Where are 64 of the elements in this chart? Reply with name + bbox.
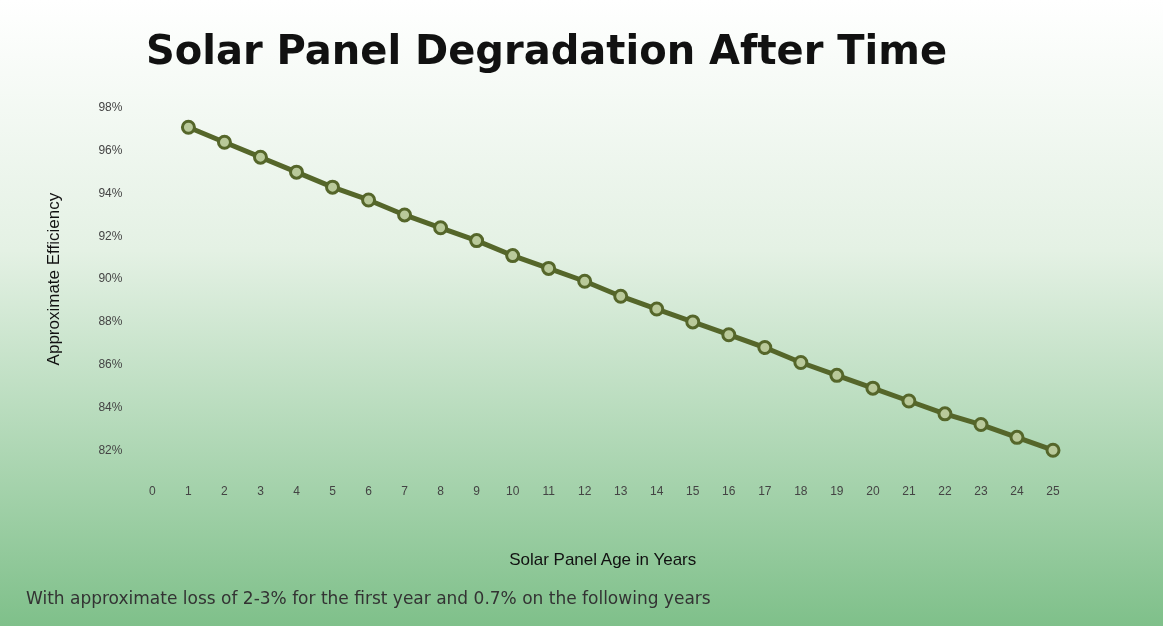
y-tick-label: 86% [98,356,123,371]
point [685,314,701,330]
y-tick-label: 90% [98,271,123,286]
point [216,134,232,150]
y-tick-label: 92% [98,228,123,243]
chart-title: Solar Panel Degradation After Time [145,27,948,74]
y-tick-label: 88% [98,314,123,329]
x-tick-label: 6 [365,483,373,498]
point [325,179,341,195]
x-tick-label: 15 [686,483,700,498]
x-tick-label: 2 [221,483,229,498]
x-tick-label: 5 [329,483,337,498]
point [397,207,413,223]
x-axis-title: Solar Panel Age in Years [509,550,697,570]
x-tick-label: 24 [1010,483,1024,498]
x-tick-label: 17 [758,483,772,498]
y-tick-label: 84% [98,399,123,414]
y-axis-title: Approximate Efficiency [43,192,63,366]
point [577,273,593,289]
x-tick-label: 11 [542,483,556,498]
x-tick-label: 25 [1046,483,1060,498]
point [937,406,953,422]
y-tick-label: 96% [98,143,123,158]
x-tick-label: 10 [505,483,520,498]
x-tick-label: 1 [185,483,193,498]
point [865,380,881,396]
point [973,417,989,433]
x-tick-label: 14 [650,483,664,498]
x-tick-label: 12 [578,483,592,498]
point [541,260,557,276]
point [829,367,845,383]
x-tick-label: 13 [614,483,628,498]
point [1009,429,1025,445]
y-tick-label: 82% [98,442,123,457]
y-tick-label: 94% [98,185,123,200]
x-tick-label: 3 [257,483,265,498]
point [721,327,737,343]
y-tick-label: 98% [98,100,123,115]
x-tick-label: 21 [902,483,916,498]
point [433,220,449,236]
point [505,248,521,264]
x-tick-label: 20 [866,483,880,498]
point [901,393,917,409]
x-tick-label: 7 [401,483,409,498]
point [180,119,196,135]
x-tick-label: 19 [830,483,844,498]
point [252,149,268,165]
point [613,288,629,304]
point [289,164,305,180]
x-tick-label: 23 [974,483,988,498]
x-tick-label: 0 [149,483,157,498]
x-tick-label: 18 [794,483,808,498]
point [469,233,485,249]
x-tick-label: 9 [473,483,481,498]
point [757,340,773,356]
point [649,301,665,317]
x-tick-label: 16 [722,483,736,498]
x-tick-label: 8 [437,483,445,498]
point [1045,442,1061,458]
x-tick-label: 4 [293,483,301,498]
point [793,355,809,371]
text: With approximate loss of 2-3% for the first year and 0.7% on the following years [26,588,711,608]
x-tick-label: 22 [938,483,952,498]
point [361,192,377,208]
